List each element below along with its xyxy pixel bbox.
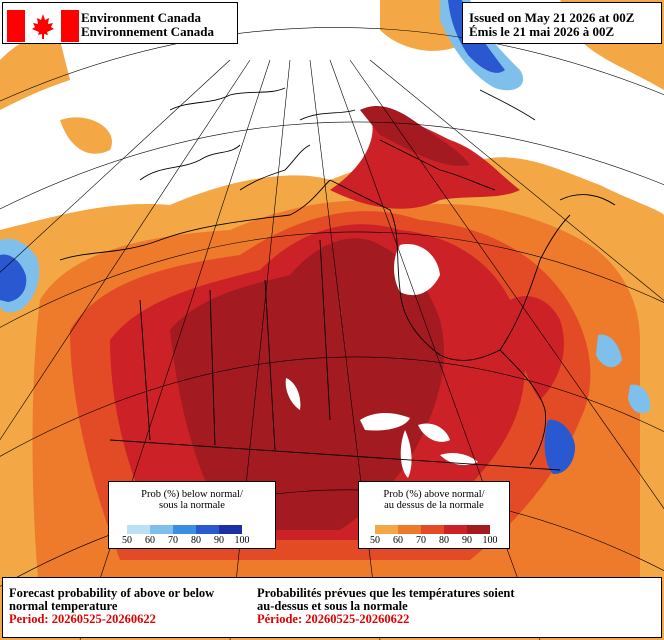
legend-above-title-fr: au dessus de la normale: [384, 500, 484, 511]
maple-leaf-icon: [32, 14, 54, 39]
legend-above-tick-label: 80: [439, 535, 449, 546]
period-fr: Période: 20260525-20260622: [257, 612, 410, 626]
legend-above-tick-label: 90: [462, 535, 472, 546]
legend-below-swatch: [173, 525, 196, 534]
legend-below-tick-label: 50: [122, 535, 132, 546]
legend-above-tick-label: 100: [482, 535, 498, 546]
caption-fr-line-1: Probabilités prévues que les température…: [257, 586, 515, 600]
legend-above-swatch: [444, 525, 467, 534]
legend-above-swatch: [398, 525, 421, 534]
legend-above-tick-label: 60: [393, 535, 403, 546]
legend-above-normal: Prob (%) above normal/ au dessus de la n…: [358, 481, 510, 549]
coastlines-borders: [59, 87, 616, 471]
legend-above-tick-label: 50: [370, 535, 380, 546]
issued-date: Issued on May 21 2026 at 00Z Émis le 21 …: [469, 11, 634, 39]
legend-below-colorbar: [127, 525, 242, 534]
legend-below-tick-label: 80: [191, 535, 201, 546]
legend-above-title-en: Prob (%) above normal/: [383, 489, 485, 500]
footer-caption: Forecast probability of above or below n…: [2, 577, 662, 638]
agency-name-fr: Environnement Canada: [81, 24, 215, 39]
legend-above-title: Prob (%) above normal/ au dessus de la n…: [359, 489, 509, 511]
agency-name: Environment Canada Environnement Canada: [81, 11, 214, 39]
legend-below-normal: Prob (%) below normal/ sous la normale 5…: [108, 481, 276, 549]
legend-below-swatch: [196, 525, 219, 534]
legend-above-swatch: [421, 525, 444, 534]
caption-english: Forecast probability of above or below n…: [9, 587, 249, 626]
legend-below-tick-label: 70: [168, 535, 178, 546]
legend-below-swatch: [127, 525, 150, 534]
issued-date-fr: Émis le 21 mai 2026 à 00Z: [469, 24, 615, 39]
legend-below-swatch: [150, 525, 173, 534]
caption-en-line-2: normal temperature: [9, 599, 118, 613]
caption-french: Probabilités prévues que les température…: [257, 587, 557, 626]
issued-date-box: Issued on May 21 2026 at 00Z Émis le 21 …: [462, 2, 662, 44]
flag-right-band: [61, 10, 79, 42]
agency-name-en: Environment Canada: [81, 10, 202, 25]
legend-above-colorbar: [375, 525, 490, 534]
legend-above-tick-label: 70: [416, 535, 426, 546]
caption-fr-line-2: au-dessus et sous la normale: [257, 599, 408, 613]
legend-above-swatch: [375, 525, 398, 534]
canada-flag-icon: [7, 10, 79, 42]
legend-below-tick-label: 60: [145, 535, 155, 546]
legend-below-swatch: [219, 525, 242, 534]
legend-below-tick-label: 90: [214, 535, 224, 546]
legend-below-tick-label: 100: [234, 535, 250, 546]
period-en: Period: 20260525-20260622: [9, 612, 156, 626]
legend-above-swatch: [467, 525, 490, 534]
issued-date-en: Issued on May 21 2026 at 00Z: [469, 10, 635, 25]
legend-below-title-en: Prob (%) below normal/: [141, 489, 243, 500]
agency-label-box: Environment Canada Environnement Canada: [2, 2, 238, 44]
flag-left-band: [7, 10, 25, 42]
caption-en-line-1: Forecast probability of above or below: [9, 586, 215, 600]
legend-below-title: Prob (%) below normal/ sous la normale: [109, 489, 275, 511]
great-lakes: [285, 244, 478, 478]
legend-below-title-fr: sous la normale: [159, 500, 225, 511]
